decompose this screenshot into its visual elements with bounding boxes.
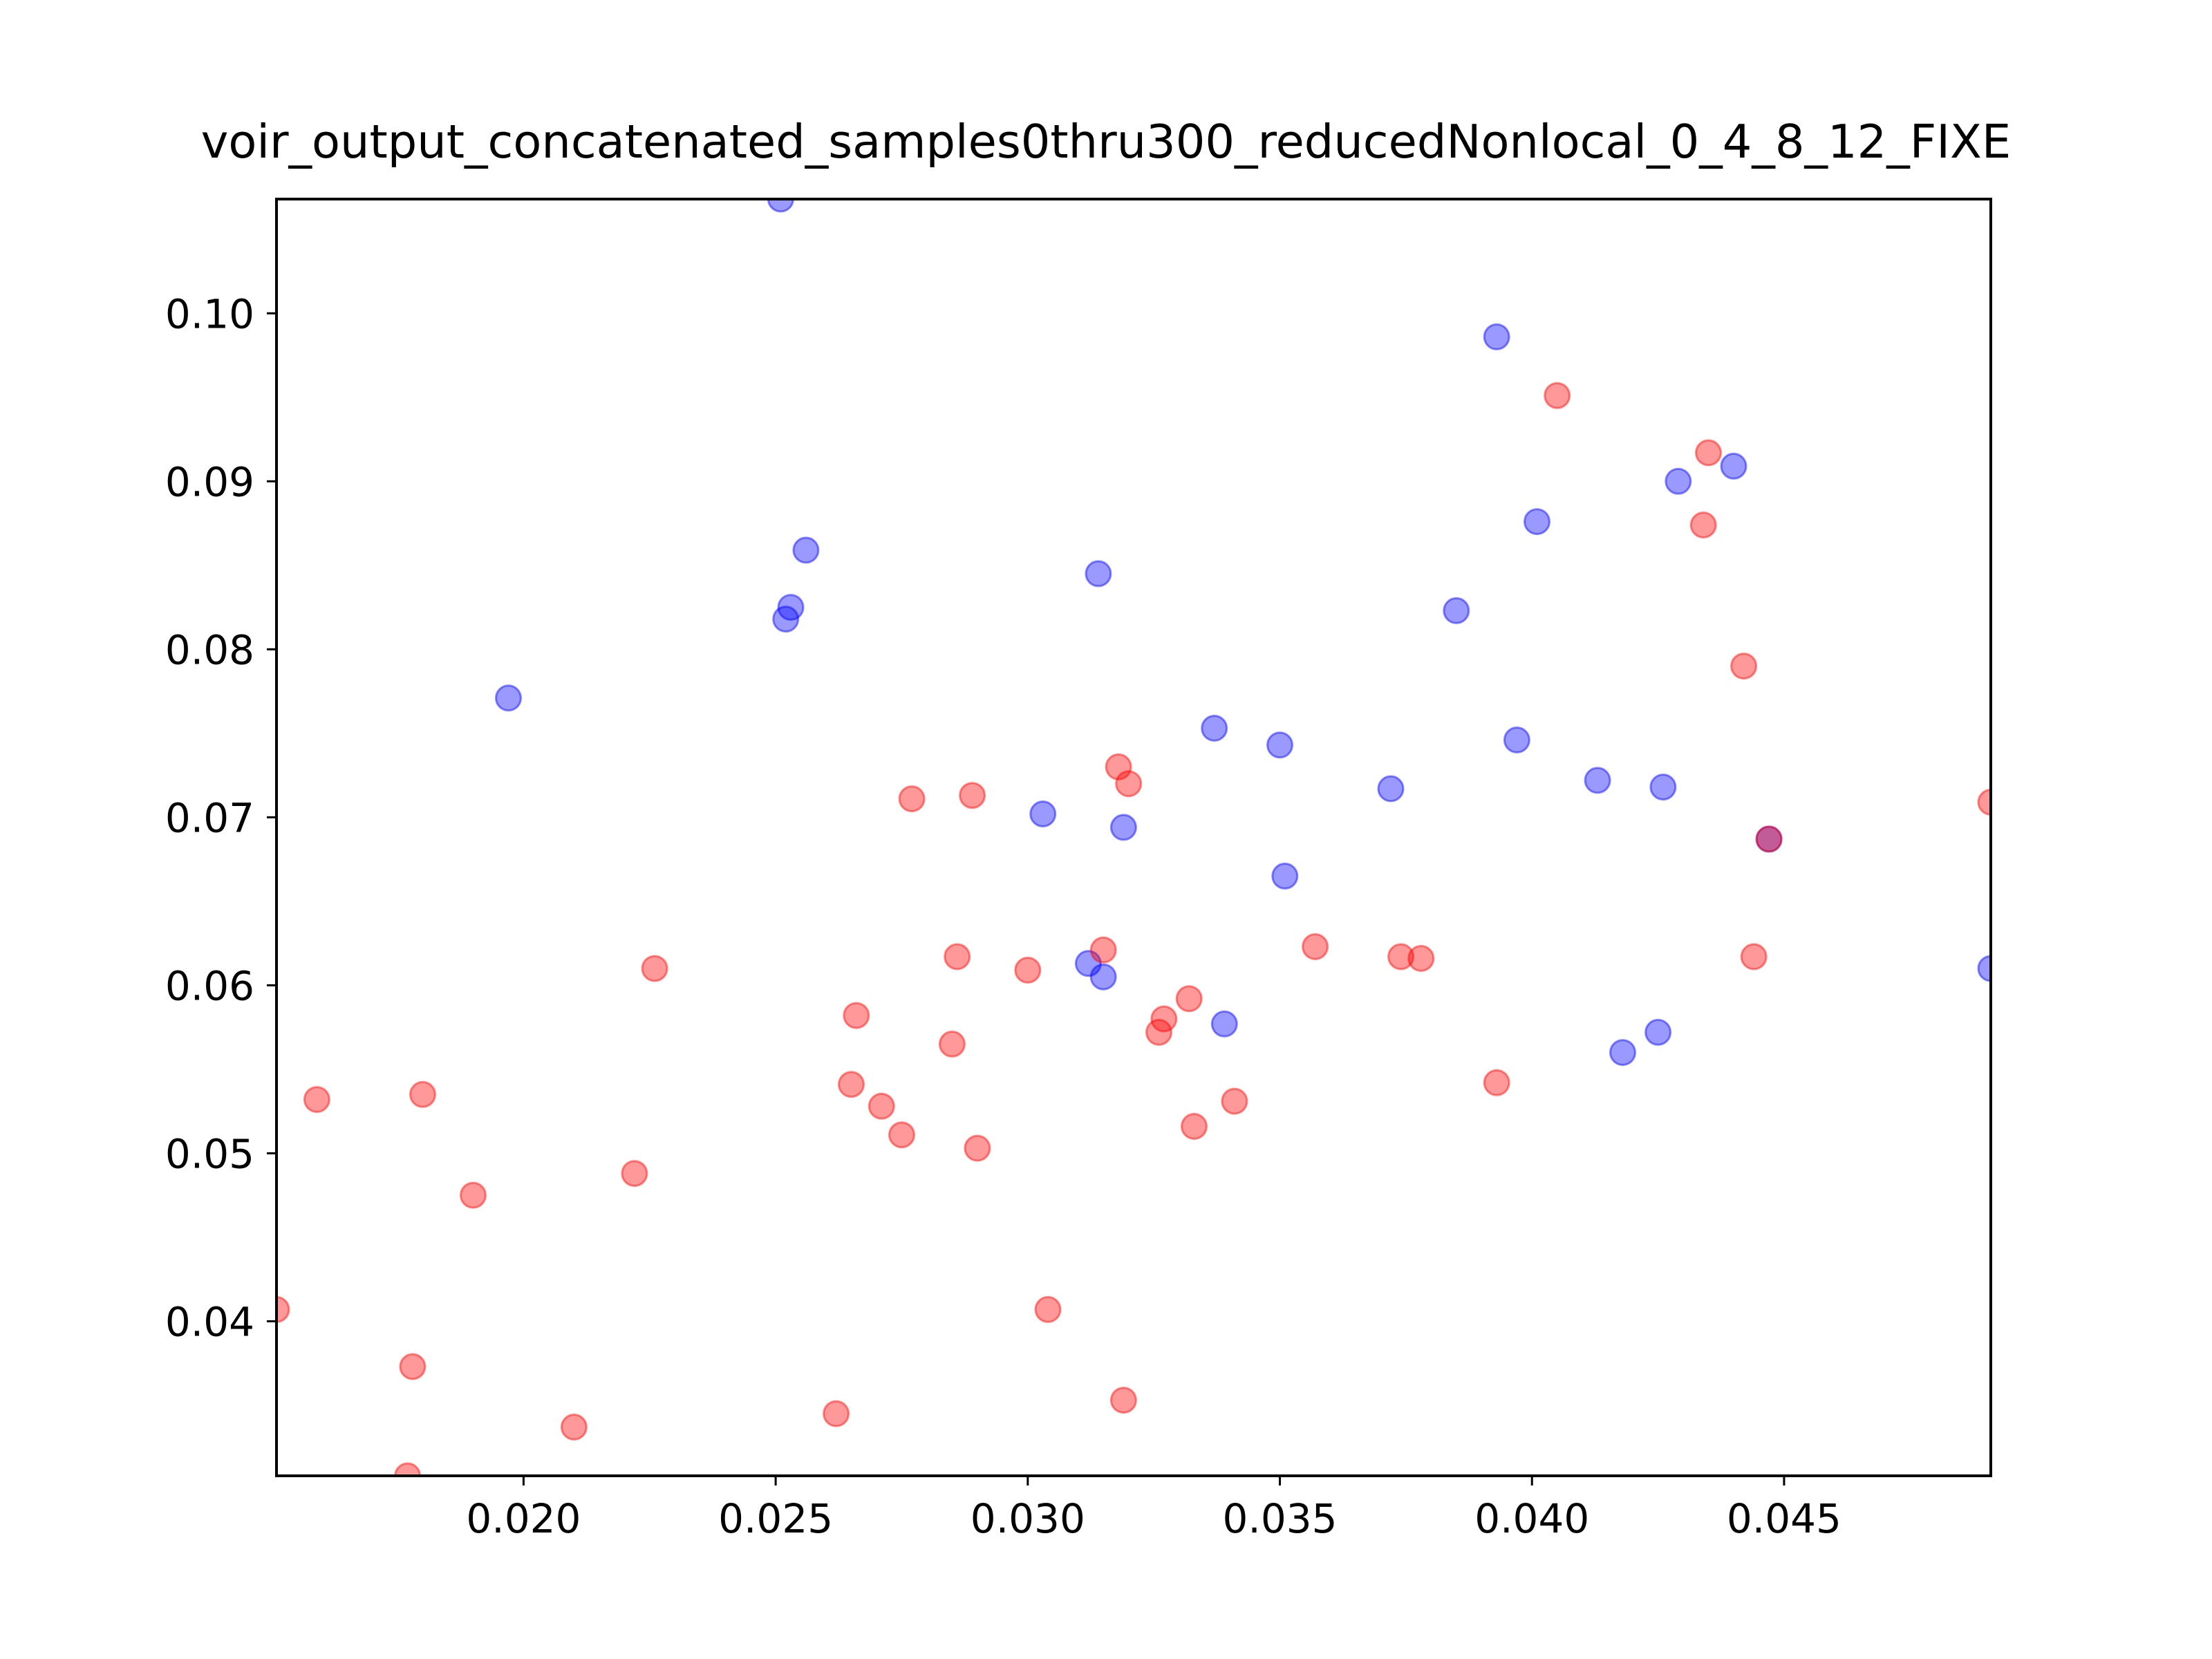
data-point [1407, 945, 1435, 972]
x-tick-label: 0.040 [1474, 1495, 1589, 1542]
data-point [621, 1160, 648, 1188]
data-point [1740, 943, 1768, 971]
data-point [944, 943, 971, 971]
data-point [1649, 774, 1677, 801]
data-point [1584, 767, 1611, 794]
y-tick-label: 0.09 [165, 458, 254, 505]
data-point [409, 1080, 436, 1108]
data-point [1074, 950, 1102, 977]
data-point [641, 955, 668, 982]
data-point [1221, 1087, 1248, 1115]
data-point [843, 1002, 870, 1029]
data-point [1105, 753, 1132, 780]
data-point [964, 1134, 991, 1162]
x-axis: 0.020 0.025 0.030 0.035 0.040 0.045 [466, 1476, 1841, 1542]
x-tick-label: 0.025 [718, 1495, 833, 1542]
data-point [1483, 1069, 1510, 1096]
data-point [399, 1353, 427, 1380]
data-point [1665, 467, 1692, 495]
data-point [1150, 1005, 1178, 1033]
data-point [1175, 985, 1203, 1013]
data-point [1544, 382, 1571, 409]
data-point [777, 594, 805, 621]
chart-title: voir_output_concatenated_samples0thru300… [201, 115, 2012, 169]
data-point [1034, 1295, 1062, 1323]
data-point [495, 684, 522, 712]
data-point [1755, 825, 1783, 853]
data-point [823, 1400, 850, 1427]
data-point [838, 1071, 865, 1098]
data-point [767, 199, 794, 213]
data-point [394, 1462, 422, 1476]
y-tick-label: 0.07 [165, 794, 254, 841]
x-tick-label: 0.020 [466, 1495, 581, 1542]
points-layer [276, 199, 1991, 1476]
y-tick-label: 0.08 [165, 626, 254, 673]
data-point [868, 1092, 895, 1120]
data-point [1029, 800, 1057, 827]
data-point [1115, 770, 1143, 798]
data-point [560, 1414, 588, 1441]
data-point [276, 1295, 290, 1323]
data-point [1109, 814, 1137, 841]
data-point [1609, 1039, 1636, 1067]
data-point [1266, 731, 1293, 759]
data-point [1014, 957, 1042, 984]
data-point [959, 782, 986, 809]
data-point [792, 536, 820, 564]
x-tick-label: 0.035 [1223, 1495, 1338, 1542]
data-point [1210, 1010, 1238, 1038]
y-tick-label: 0.04 [165, 1298, 254, 1345]
data-point [1377, 775, 1405, 803]
data-point [1089, 936, 1117, 964]
y-tick-label: 0.10 [165, 290, 254, 337]
data-point [1524, 508, 1550, 536]
data-point [1387, 943, 1415, 971]
data-point [1181, 1113, 1208, 1140]
data-point [1695, 439, 1722, 467]
data-point [1271, 862, 1299, 890]
data-point [1755, 825, 1783, 853]
data-point [1089, 963, 1117, 991]
data-point [1977, 789, 1991, 816]
data-point [938, 1030, 966, 1058]
data-point [1109, 1387, 1137, 1414]
data-point [460, 1181, 487, 1209]
data-point [1145, 1018, 1172, 1046]
data-point [1689, 512, 1717, 538]
data-point [1644, 1018, 1672, 1046]
data-point [1443, 597, 1470, 624]
data-point [898, 785, 926, 813]
x-tick-label: 0.045 [1727, 1495, 1841, 1542]
data-point [1730, 653, 1758, 680]
data-point [1503, 727, 1530, 753]
data-point [1085, 560, 1112, 588]
data-point [1483, 323, 1510, 350]
data-point [888, 1121, 915, 1149]
x-tick-label: 0.030 [971, 1495, 1085, 1542]
data-point [1201, 715, 1228, 742]
y-tick-label: 0.05 [165, 1130, 254, 1177]
data-point [1720, 452, 1747, 480]
y-axis: 0.04 0.05 0.06 0.07 0.08 0.09 0.10 [165, 290, 276, 1345]
y-tick-label: 0.06 [165, 962, 254, 1009]
data-point [1302, 933, 1329, 960]
data-point [303, 1086, 330, 1114]
data-point [772, 606, 800, 633]
data-point [1977, 955, 1991, 982]
plot-frame [275, 198, 1992, 1477]
